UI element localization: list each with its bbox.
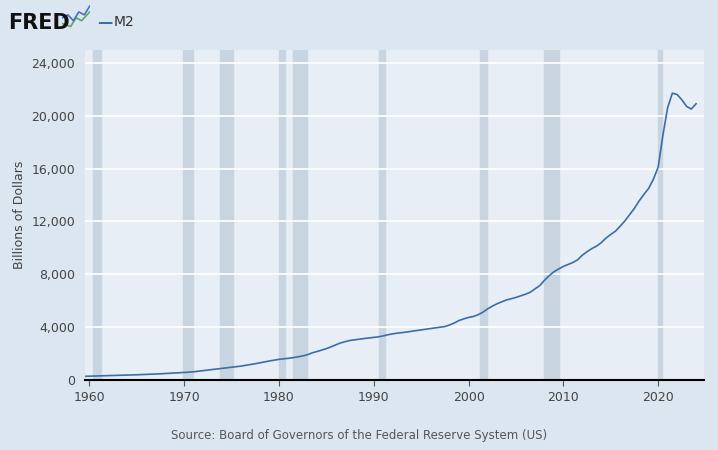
Bar [379, 50, 385, 380]
Bar [293, 50, 307, 380]
Y-axis label: Billions of Dollars: Billions of Dollars [13, 161, 26, 269]
Bar [480, 50, 487, 380]
Bar [220, 50, 233, 380]
Text: FRED: FRED [9, 13, 70, 32]
Bar [184, 50, 193, 380]
Bar [93, 50, 101, 380]
Bar [279, 50, 284, 380]
Text: —: — [97, 15, 112, 30]
Text: Source: Board of Governors of the Federal Reserve System (US): Source: Board of Governors of the Federa… [171, 429, 547, 442]
Bar [544, 50, 559, 380]
Text: M2: M2 [113, 15, 134, 29]
Bar [658, 50, 662, 380]
